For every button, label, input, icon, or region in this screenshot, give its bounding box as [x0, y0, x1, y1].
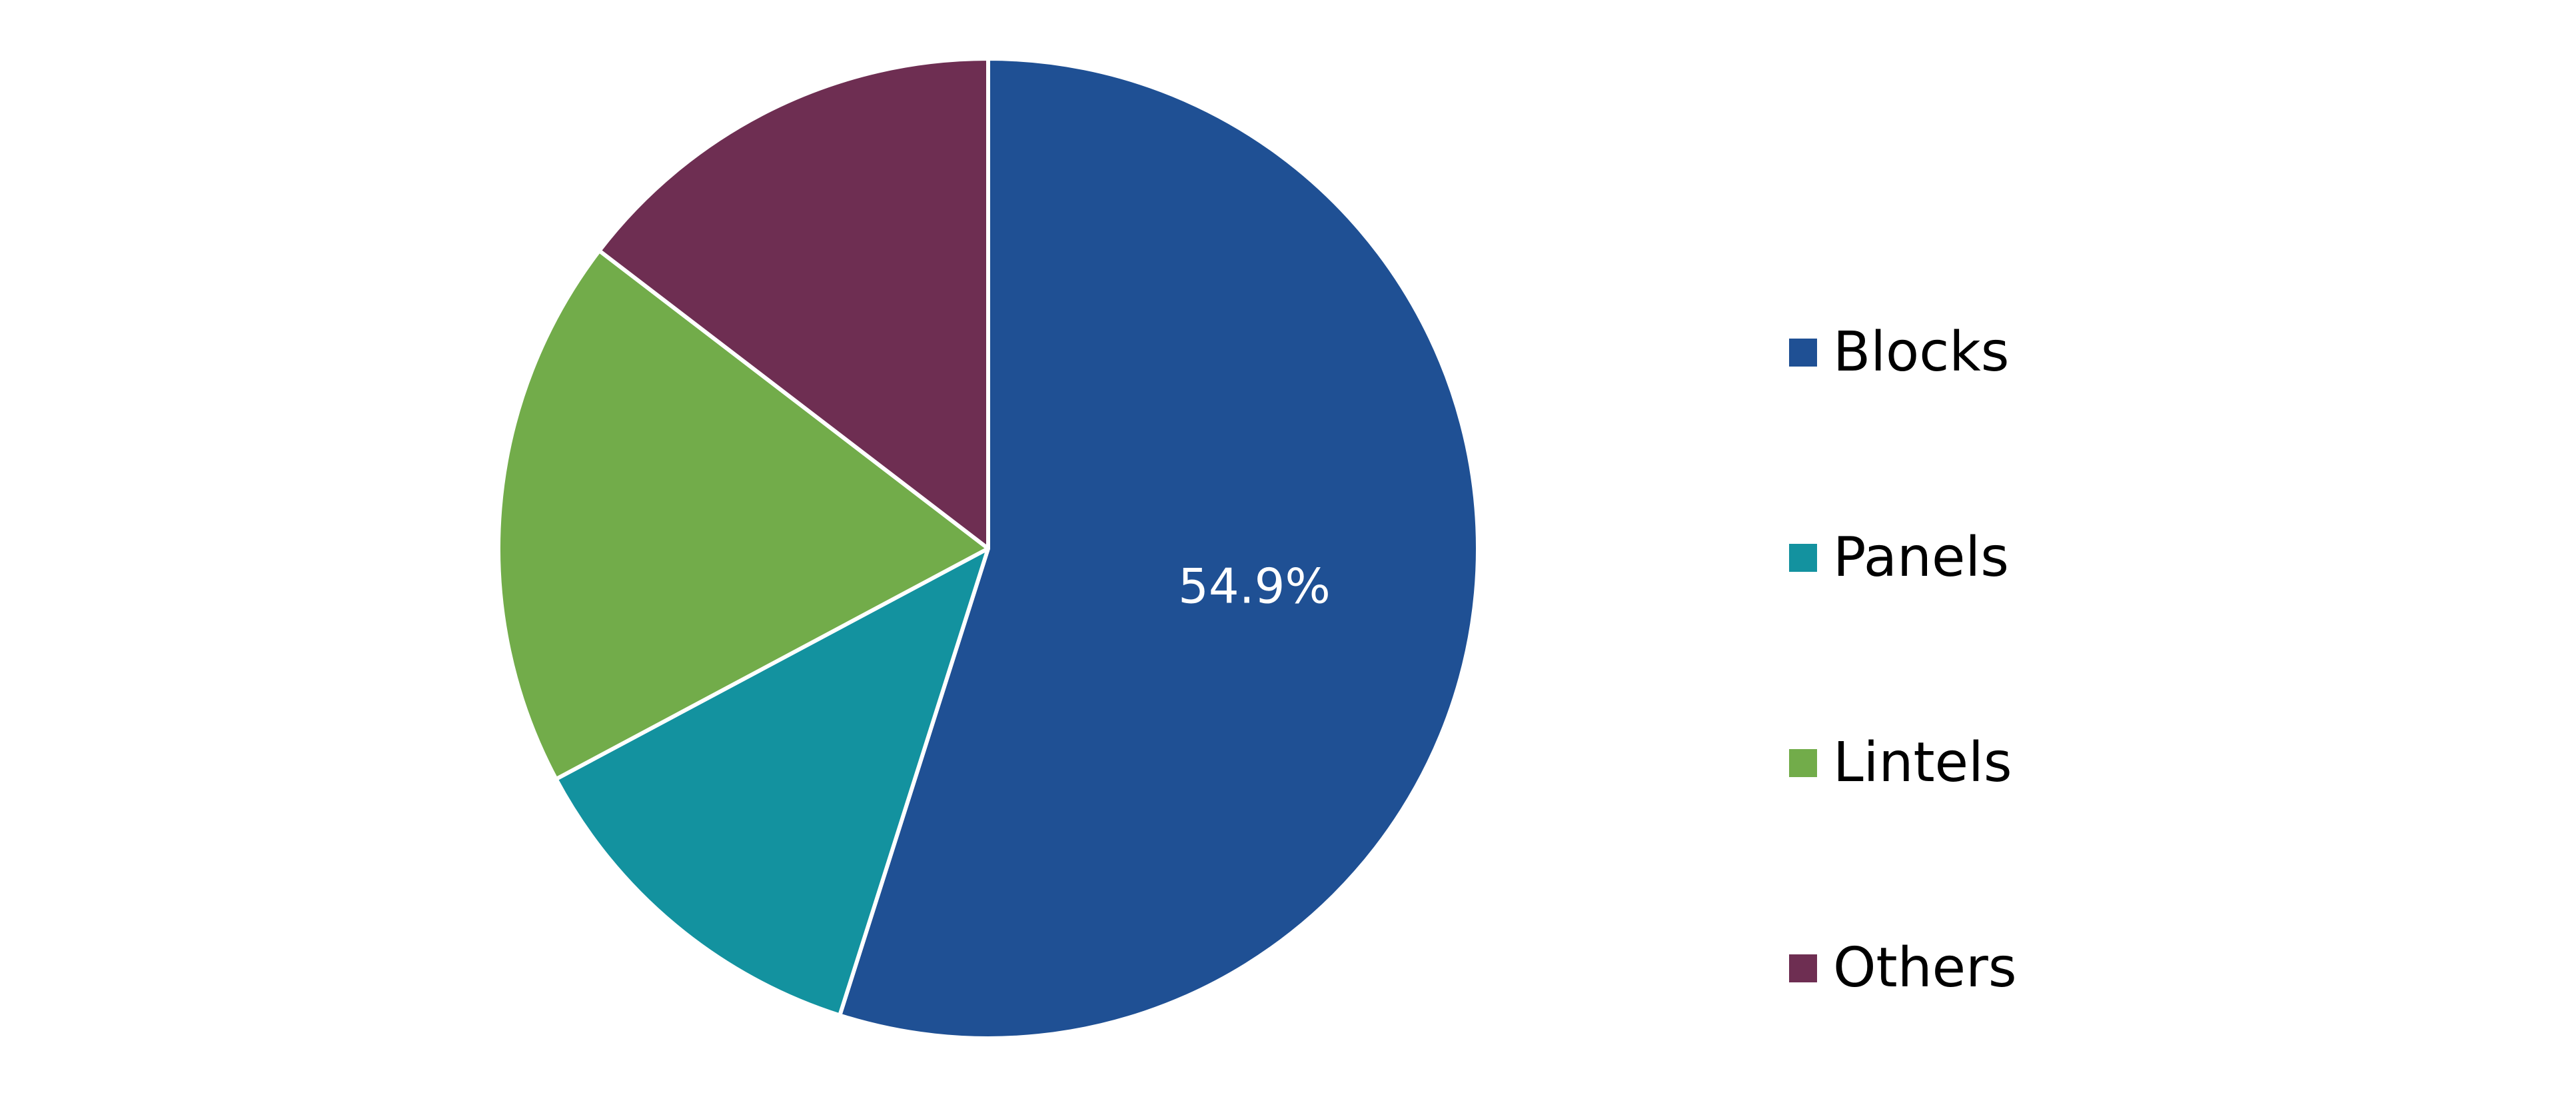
- legend-label: Others: [1833, 936, 2017, 1000]
- pie-slices: [496, 57, 1480, 1040]
- pie-slice-labels: 54.9%: [1178, 558, 1331, 614]
- pie-slice-panels: [554, 547, 990, 1018]
- legend-swatch: [1789, 749, 1817, 777]
- legend: Blocks Panels Lintels Others: [1789, 250, 2017, 1071]
- pie-slice-others: [597, 57, 990, 550]
- pie-slice-lintels: [496, 249, 990, 781]
- legend-swatch: [1789, 954, 1817, 982]
- legend-item-others: Others: [1789, 866, 2017, 1071]
- legend-item-blocks: Blocks: [1789, 250, 2017, 455]
- legend-swatch: [1789, 339, 1817, 367]
- pie-slice-blocks: [838, 57, 1480, 1040]
- legend-item-panels: Panels: [1789, 455, 2017, 660]
- legend-label: Lintels: [1833, 731, 2012, 794]
- slice-label-blocks: 54.9%: [1178, 558, 1331, 614]
- legend-label: Blocks: [1833, 321, 2010, 384]
- legend-item-lintels: Lintels: [1789, 660, 2017, 866]
- legend-swatch: [1789, 544, 1817, 572]
- legend-label: Panels: [1833, 526, 2009, 589]
